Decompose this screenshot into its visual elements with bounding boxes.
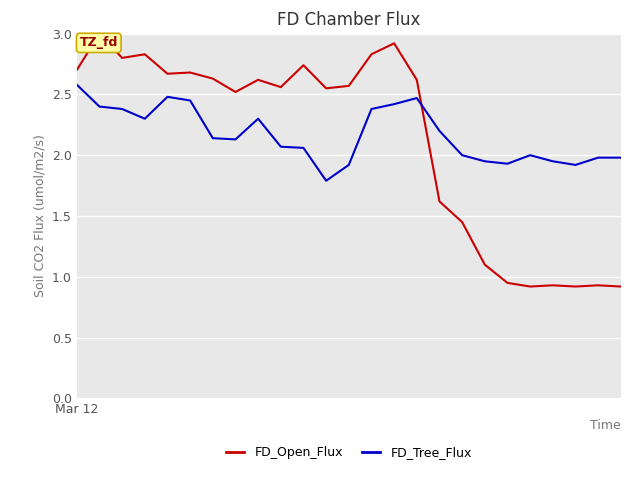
Y-axis label: Soil CO2 Flux (umol/m2/s): Soil CO2 Flux (umol/m2/s)	[33, 134, 46, 298]
Title: FD Chamber Flux: FD Chamber Flux	[277, 11, 420, 29]
FD_Open_Flux	[549, 282, 557, 288]
FD_Open_Flux	[73, 67, 81, 73]
FD_Open_Flux	[186, 70, 194, 75]
FD_Tree_Flux	[186, 97, 194, 103]
FD_Tree_Flux	[118, 106, 126, 112]
FD_Open_Flux	[118, 55, 126, 61]
FD_Tree_Flux	[595, 155, 602, 160]
FD_Tree_Flux	[458, 152, 466, 158]
FD_Tree_Flux	[436, 128, 444, 134]
FD_Tree_Flux	[345, 162, 353, 168]
FD_Open_Flux	[526, 284, 534, 289]
FD_Open_Flux	[390, 40, 398, 46]
FD_Open_Flux	[209, 76, 216, 82]
FD_Tree_Flux	[95, 104, 103, 109]
FD_Open_Flux	[367, 51, 375, 57]
FD_Tree_Flux	[254, 116, 262, 121]
FD_Open_Flux	[458, 219, 466, 225]
FD_Tree_Flux	[300, 145, 307, 151]
FD_Tree_Flux	[367, 106, 375, 112]
FD_Open_Flux	[254, 77, 262, 83]
FD_Open_Flux	[572, 284, 579, 289]
FD_Open_Flux	[95, 31, 103, 36]
FD_Tree_Flux	[481, 158, 489, 164]
FD_Open_Flux	[323, 85, 330, 91]
FD_Tree_Flux	[232, 136, 239, 142]
FD_Tree_Flux	[549, 158, 557, 164]
FD_Tree_Flux	[413, 95, 420, 101]
FD_Open_Flux	[504, 280, 511, 286]
FD_Open_Flux	[436, 199, 444, 204]
FD_Open_Flux	[481, 262, 489, 267]
Text: TZ_fd: TZ_fd	[79, 36, 118, 49]
Legend: FD_Open_Flux, FD_Tree_Flux: FD_Open_Flux, FD_Tree_Flux	[221, 441, 477, 464]
FD_Tree_Flux	[504, 161, 511, 167]
Line: FD_Tree_Flux: FD_Tree_Flux	[77, 84, 621, 181]
FD_Open_Flux	[413, 77, 420, 83]
FD_Tree_Flux	[572, 162, 579, 168]
FD_Open_Flux	[164, 71, 172, 77]
FD_Tree_Flux	[323, 178, 330, 184]
FD_Tree_Flux	[73, 82, 81, 87]
FD_Tree_Flux	[209, 135, 216, 141]
FD_Tree_Flux	[141, 116, 148, 121]
FD_Open_Flux	[232, 89, 239, 95]
FD_Open_Flux	[595, 282, 602, 288]
FD_Open_Flux	[277, 84, 285, 90]
FD_Open_Flux	[345, 83, 353, 89]
FD_Tree_Flux	[164, 94, 172, 100]
Line: FD_Open_Flux: FD_Open_Flux	[77, 34, 621, 287]
FD_Tree_Flux	[526, 152, 534, 158]
FD_Tree_Flux	[617, 155, 625, 160]
FD_Tree_Flux	[277, 144, 285, 150]
X-axis label: Time: Time	[590, 419, 621, 432]
FD_Open_Flux	[617, 284, 625, 289]
FD_Open_Flux	[300, 62, 307, 68]
FD_Tree_Flux	[390, 101, 398, 107]
FD_Open_Flux	[141, 51, 148, 57]
